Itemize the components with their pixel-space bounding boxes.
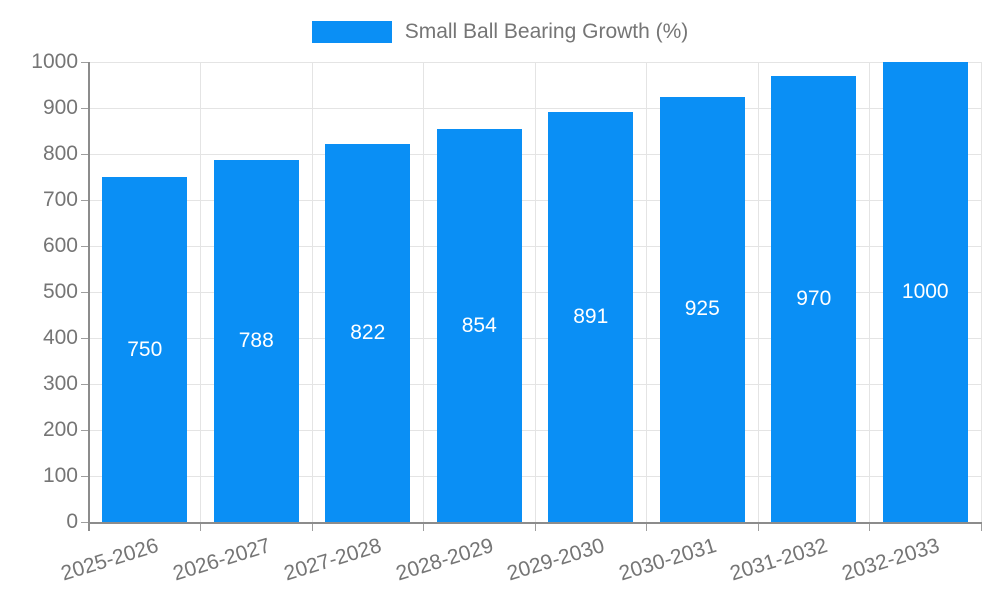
y-tick bbox=[81, 475, 89, 477]
x-tick bbox=[869, 522, 870, 531]
legend-label[interactable]: Small Ball Bearing Growth (%) bbox=[404, 20, 689, 43]
bar[interactable] bbox=[213, 159, 299, 522]
y-tick bbox=[81, 337, 89, 339]
chart-legend[interactable]: Small Ball Bearing Growth (%) bbox=[0, 20, 1000, 44]
y-tick bbox=[81, 61, 89, 63]
bar-value-label: 854 bbox=[461, 313, 497, 337]
y-tick bbox=[81, 153, 89, 155]
y-axis-line bbox=[88, 62, 90, 531]
y-tick-label: 400 bbox=[42, 326, 78, 349]
y-tick-label: 1000 bbox=[31, 50, 78, 73]
x-tick bbox=[980, 522, 982, 531]
x-gridline bbox=[646, 62, 647, 522]
plot-area: 750 788 822 854 891 925 970 1000 bbox=[89, 61, 982, 522]
x-gridline bbox=[423, 62, 424, 522]
x-gridline bbox=[534, 62, 536, 522]
bar[interactable] bbox=[436, 129, 522, 522]
y-tick-label: 800 bbox=[42, 142, 78, 165]
y-tick-label: 700 bbox=[42, 188, 78, 211]
bar-value-label: 891 bbox=[573, 305, 609, 329]
x-tick bbox=[311, 522, 313, 531]
x-tick-label: 2028-2029 bbox=[393, 534, 496, 586]
y-tick-label: 200 bbox=[42, 418, 78, 441]
x-tick-label: 2025-2026 bbox=[58, 534, 162, 586]
x-gridline bbox=[311, 62, 313, 522]
y-tick-label: 900 bbox=[42, 96, 78, 119]
bar[interactable] bbox=[548, 112, 634, 522]
x-tick bbox=[757, 522, 759, 531]
bar-value-label: 1000 bbox=[901, 280, 949, 303]
y-tick bbox=[81, 429, 89, 431]
x-gridline bbox=[200, 62, 201, 522]
x-tick-label: 2027-2028 bbox=[281, 534, 385, 586]
x-tick bbox=[646, 522, 647, 531]
y-tick bbox=[81, 245, 89, 247]
y-tick bbox=[81, 383, 89, 385]
bar-value-label: 788 bbox=[238, 328, 274, 352]
x-gridline bbox=[757, 62, 759, 522]
bar[interactable] bbox=[882, 62, 968, 522]
y-tick bbox=[81, 107, 89, 109]
x-gridline bbox=[869, 62, 870, 522]
x-axis-line bbox=[88, 522, 982, 524]
bar-value-label: 925 bbox=[684, 297, 720, 321]
y-tick bbox=[81, 199, 89, 201]
bar-value-label: 822 bbox=[350, 320, 386, 344]
x-tick bbox=[200, 522, 201, 531]
y-tick-label: 100 bbox=[42, 464, 78, 487]
x-gridline bbox=[980, 62, 982, 522]
y-tick-label: 300 bbox=[42, 372, 78, 395]
x-tick-label: 2032-2033 bbox=[839, 534, 942, 586]
bar-value-label: 970 bbox=[796, 286, 832, 310]
y-tick-label: 500 bbox=[42, 280, 78, 303]
x-tick bbox=[423, 522, 424, 531]
bar[interactable] bbox=[771, 75, 857, 522]
x-tick bbox=[534, 522, 536, 531]
bar[interactable] bbox=[102, 177, 188, 522]
y-tick bbox=[81, 521, 89, 523]
y-tick-label: 0 bbox=[66, 510, 78, 533]
legend-swatch[interactable] bbox=[311, 21, 392, 43]
bar[interactable] bbox=[659, 96, 745, 522]
y-tick-label: 600 bbox=[42, 234, 78, 257]
y-tick bbox=[81, 291, 89, 293]
x-tick-label: 2030-2031 bbox=[616, 534, 719, 586]
x-tick-label: 2029-2030 bbox=[504, 534, 608, 586]
bar[interactable] bbox=[325, 143, 411, 522]
x-tick-label: 2026-2027 bbox=[170, 534, 273, 586]
x-tick-label: 2031-2032 bbox=[727, 534, 831, 586]
bar-value-label: 750 bbox=[127, 337, 163, 361]
